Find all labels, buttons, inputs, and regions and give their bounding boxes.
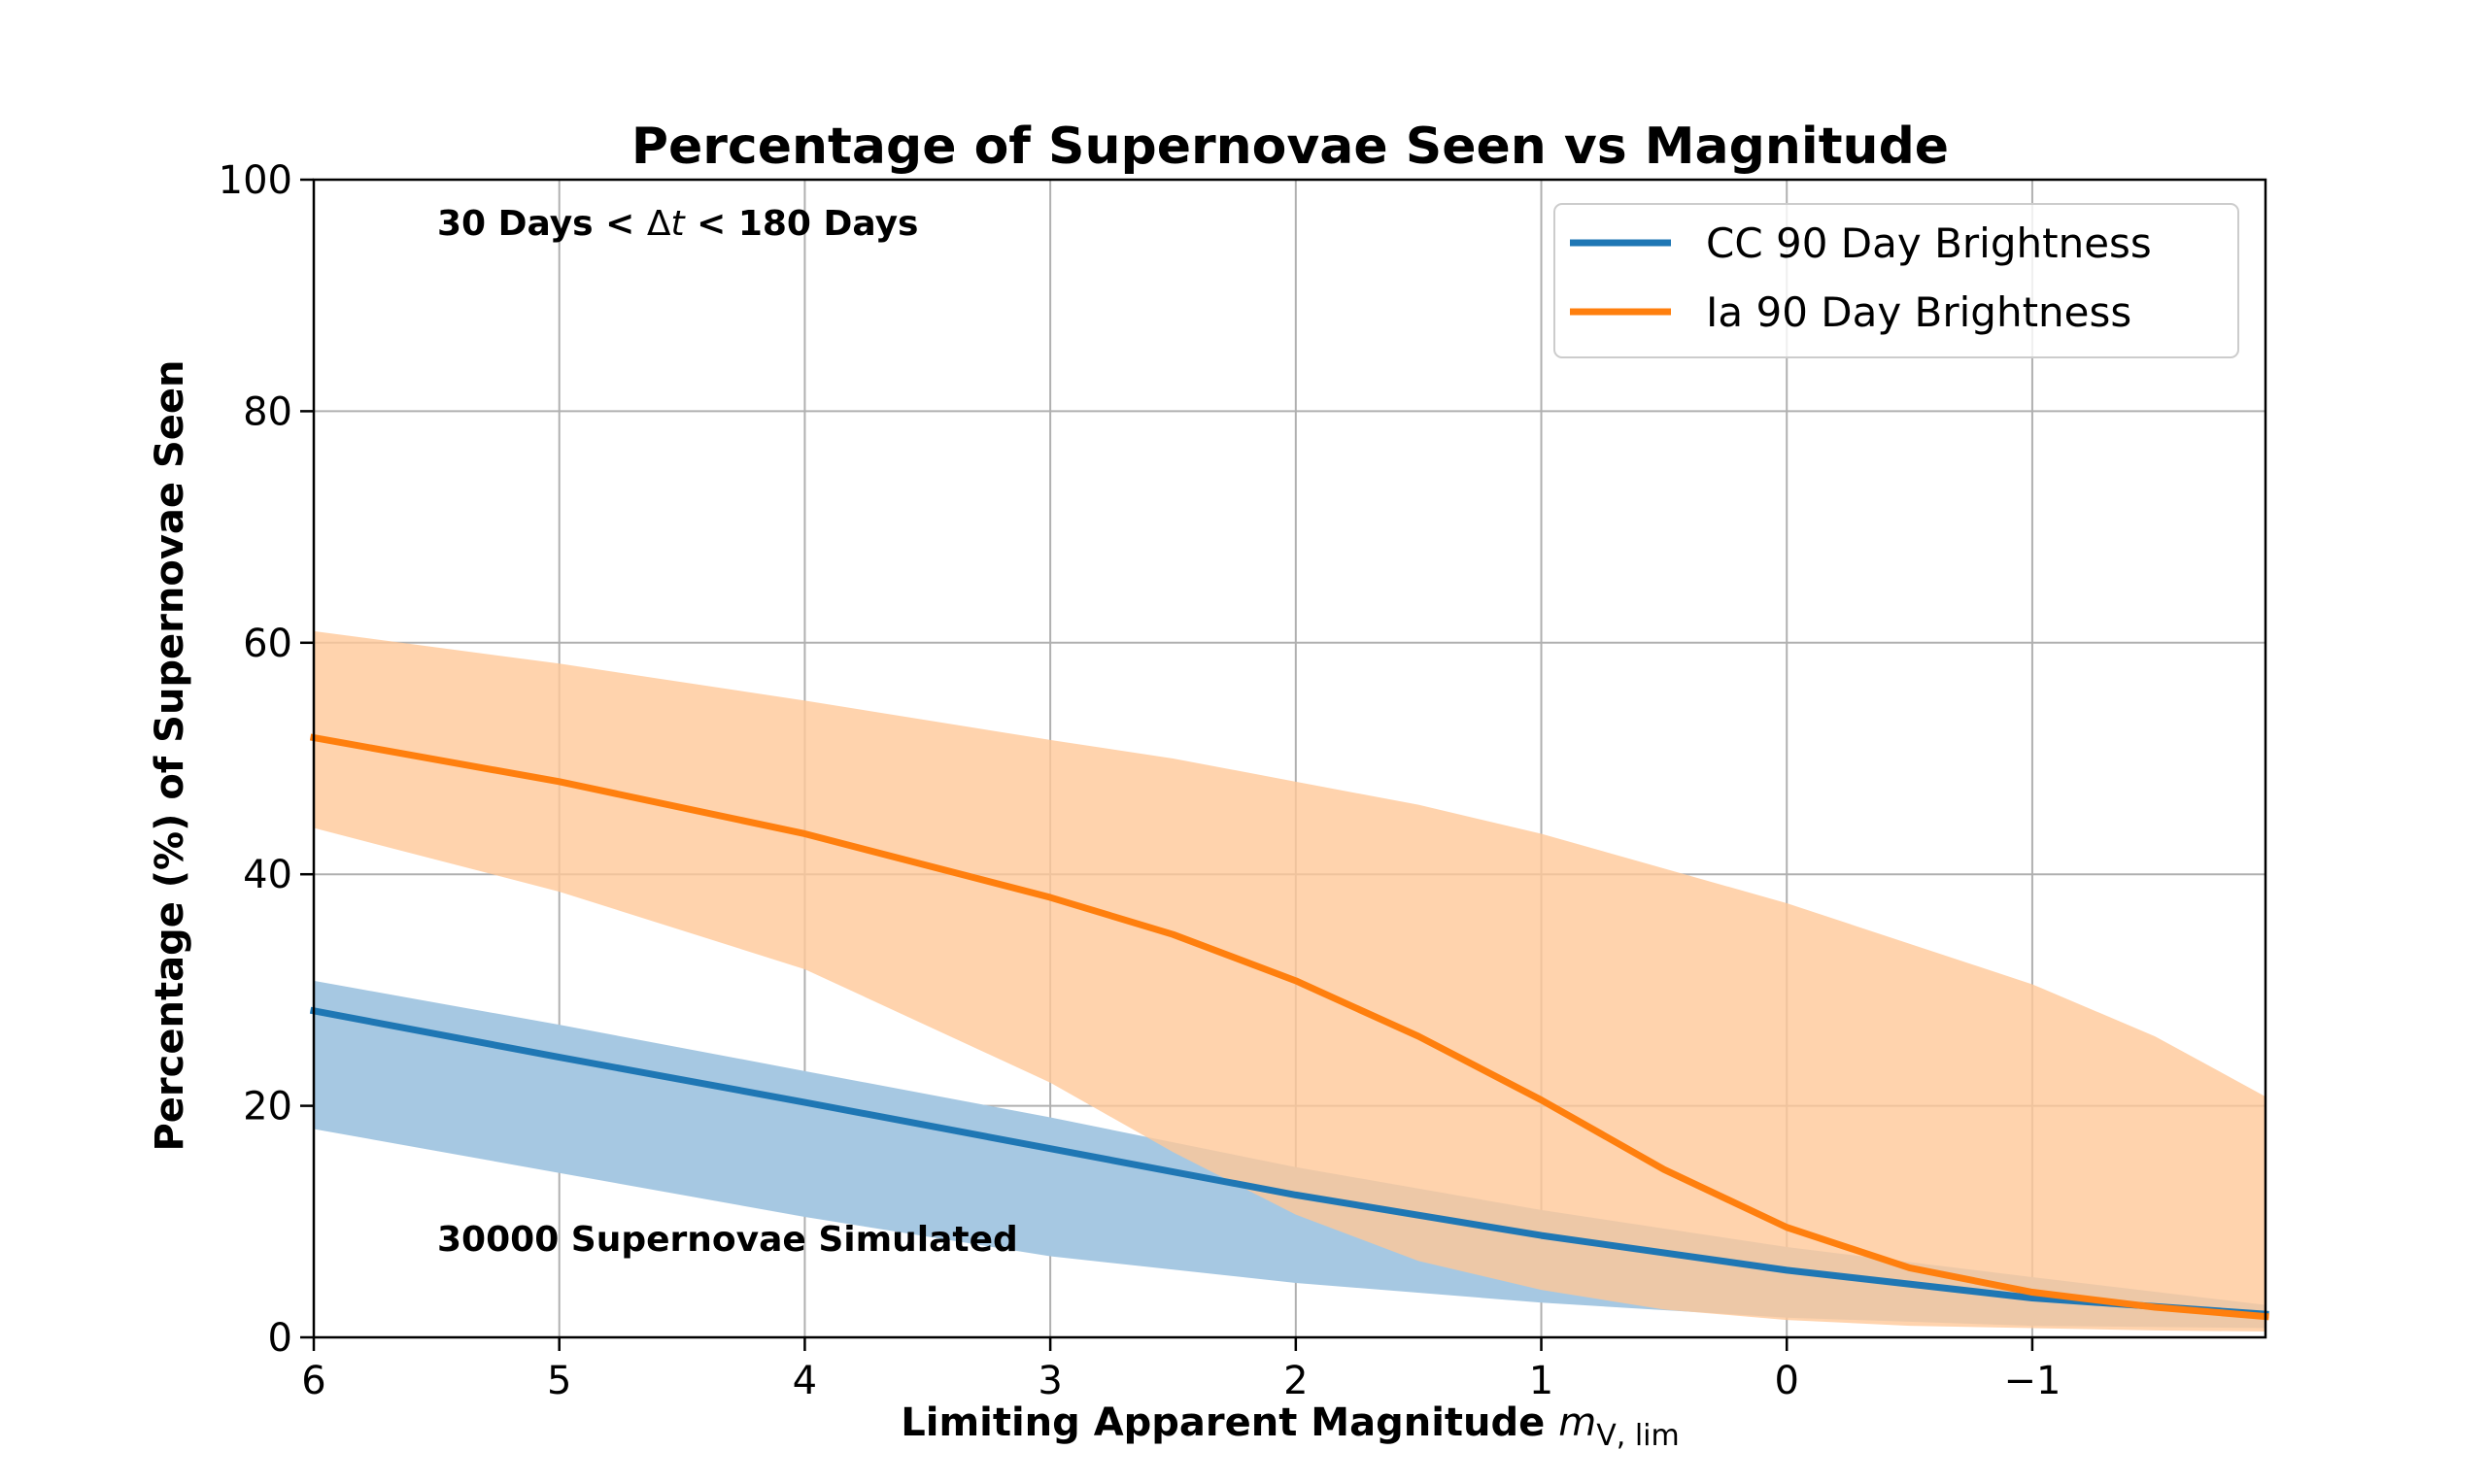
y-tick-label-1: 20: [243, 1085, 292, 1130]
x-tick-label-5: 1: [1529, 1359, 1553, 1403]
y-tick-label-2: 40: [243, 853, 292, 897]
x-tick-label-1: 5: [547, 1359, 571, 1403]
simulation-count-annotation: 30000 Supernovae Simulated: [437, 1220, 1018, 1260]
x-tick-label-2: 4: [793, 1359, 817, 1403]
y-axis-label: Percentage (%) of Supernovae Seen: [148, 359, 192, 1151]
y-tick-label-5: 100: [219, 158, 292, 203]
legend: CC 90 Day Brightness Ia 90 Day Brightnes…: [1553, 203, 2239, 358]
x-tick-label-0: 6: [301, 1359, 325, 1403]
y-tick-label-3: 60: [243, 622, 292, 666]
series-lines: [309, 733, 2269, 1321]
chart-title: Percentage of Supernovae Seen vs Magnitu…: [631, 118, 1949, 176]
legend-label-ia: Ia 90 Day Brightness: [1706, 288, 2131, 336]
plot-frame: [312, 178, 2267, 1339]
x-tick-label-4: 2: [1283, 1359, 1308, 1403]
x-tick-label-3: 3: [1038, 1359, 1062, 1403]
time-window-annotation: 30 Days < Δt < 180 Days: [437, 204, 918, 244]
series-line-1: [309, 733, 2269, 1321]
x-tick-label-6: 0: [1774, 1359, 1798, 1403]
x-tick-label-7: −1: [2003, 1359, 2061, 1403]
x-axis: 6 5 4 3 2 1 0 −1: [301, 1337, 2061, 1403]
legend-label-cc: CC 90 Day Brightness: [1706, 219, 2152, 267]
y-tick-label-0: 0: [268, 1316, 292, 1361]
legend-box: [1553, 203, 2239, 358]
y-axis: 0 20 40 60 80 100: [219, 158, 314, 1361]
x-axis-label: Limiting Apparent Magnitude mV, lim: [901, 1400, 1680, 1453]
y-tick-label-4: 80: [243, 389, 292, 434]
series-line-0: [309, 1006, 2269, 1318]
